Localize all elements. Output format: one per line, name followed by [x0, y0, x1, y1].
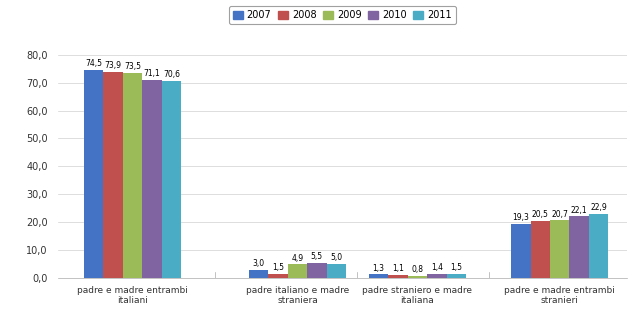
Legend: 2007, 2008, 2009, 2010, 2011: 2007, 2008, 2009, 2010, 2011 — [229, 6, 456, 24]
Text: 73,5: 73,5 — [124, 62, 141, 71]
Bar — [84, 70, 103, 278]
Text: 73,9: 73,9 — [104, 61, 122, 70]
Text: 1,5: 1,5 — [272, 263, 284, 272]
Text: 0,8: 0,8 — [412, 265, 423, 274]
Text: 20,5: 20,5 — [532, 210, 548, 219]
Bar — [103, 72, 123, 278]
Text: 71,1: 71,1 — [143, 69, 161, 78]
Bar — [550, 220, 570, 278]
Text: 5,0: 5,0 — [330, 253, 342, 262]
Bar — [268, 274, 288, 278]
Text: 22,1: 22,1 — [571, 206, 588, 215]
Text: 19,3: 19,3 — [513, 213, 529, 222]
Text: 1,1: 1,1 — [392, 264, 404, 273]
Bar — [123, 73, 142, 278]
Text: 5,5: 5,5 — [311, 252, 323, 261]
Bar — [570, 216, 589, 278]
Bar — [427, 274, 447, 278]
Bar — [531, 221, 550, 278]
Bar — [447, 274, 466, 278]
Text: 20,7: 20,7 — [551, 210, 568, 219]
Bar — [307, 263, 326, 278]
Bar — [162, 81, 181, 278]
Bar — [408, 276, 427, 278]
Text: 1,4: 1,4 — [431, 263, 443, 272]
Bar — [142, 80, 162, 278]
Text: 1,5: 1,5 — [451, 263, 462, 272]
Text: 4,9: 4,9 — [291, 254, 303, 263]
Text: 74,5: 74,5 — [85, 59, 102, 68]
Bar — [511, 224, 531, 278]
Bar — [326, 264, 346, 278]
Bar — [589, 214, 609, 278]
Text: 3,0: 3,0 — [252, 259, 264, 268]
Text: 22,9: 22,9 — [590, 203, 607, 212]
Bar — [388, 275, 408, 278]
Bar — [288, 264, 307, 278]
Bar — [249, 270, 268, 278]
Text: 1,3: 1,3 — [372, 264, 385, 273]
Text: 70,6: 70,6 — [163, 70, 180, 79]
Bar — [369, 274, 388, 278]
